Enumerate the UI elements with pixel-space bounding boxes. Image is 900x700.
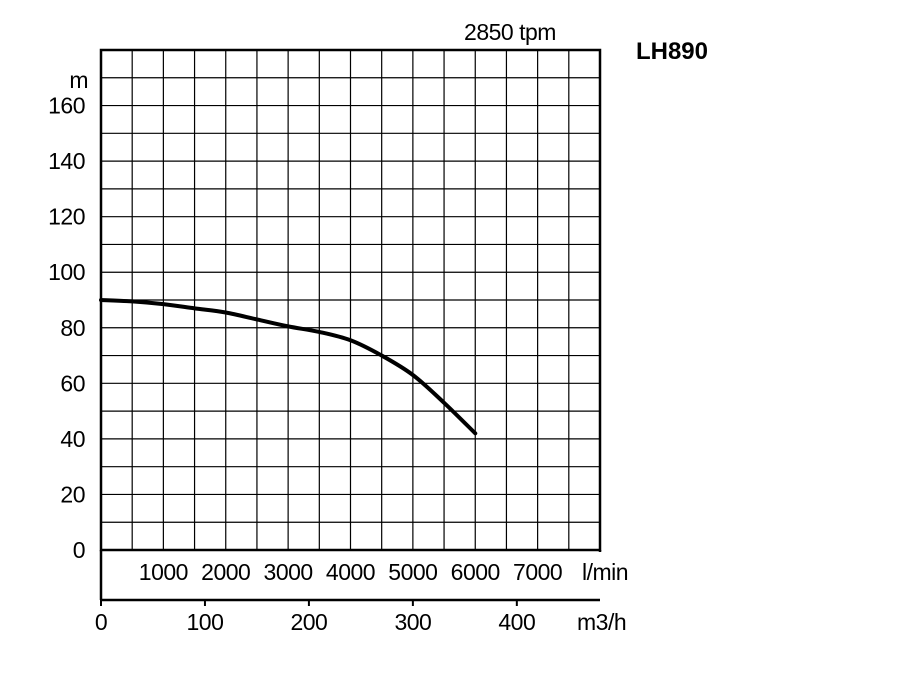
chart-title: LH890	[636, 38, 708, 65]
performance-curve	[99, 298, 478, 436]
head-curve-line	[99, 298, 478, 436]
lmin-tick-label: 4000	[326, 559, 375, 585]
lmin-tick-label: 6000	[451, 559, 500, 585]
lmin-tick-label: 3000	[264, 559, 313, 585]
m3h-tick-label: 0	[95, 609, 107, 635]
y-tick-label: 120	[48, 204, 85, 230]
y-tick-label: 0	[73, 537, 85, 563]
m3h-tick-label: 100	[187, 609, 224, 635]
y-tick-label: 100	[48, 259, 85, 285]
y-tick-label: 60	[60, 370, 85, 396]
y-axis-unit: m	[69, 67, 88, 93]
lmin-tick-label: 1000	[139, 559, 188, 585]
x-lmin-unit: l/min	[582, 559, 628, 585]
y-tick-label: 20	[60, 481, 85, 507]
m3h-tick-label: 300	[394, 609, 431, 635]
m3h-tick-label: 400	[498, 609, 535, 635]
y-tick-label: 140	[48, 148, 85, 174]
lmin-tick-label: 7000	[513, 559, 562, 585]
y-tick-label: 40	[60, 426, 85, 452]
y-tick-label: 160	[48, 93, 85, 119]
lmin-tick-label: 2000	[201, 559, 250, 585]
x-m3h-unit: m3/h	[577, 609, 626, 635]
m3h-tick-label: 200	[290, 609, 327, 635]
lmin-tick-label: 5000	[388, 559, 437, 585]
chart-grid	[101, 50, 600, 550]
subtitle-rpm: 2850 tpm	[464, 19, 556, 45]
y-tick-label: 80	[60, 315, 85, 341]
